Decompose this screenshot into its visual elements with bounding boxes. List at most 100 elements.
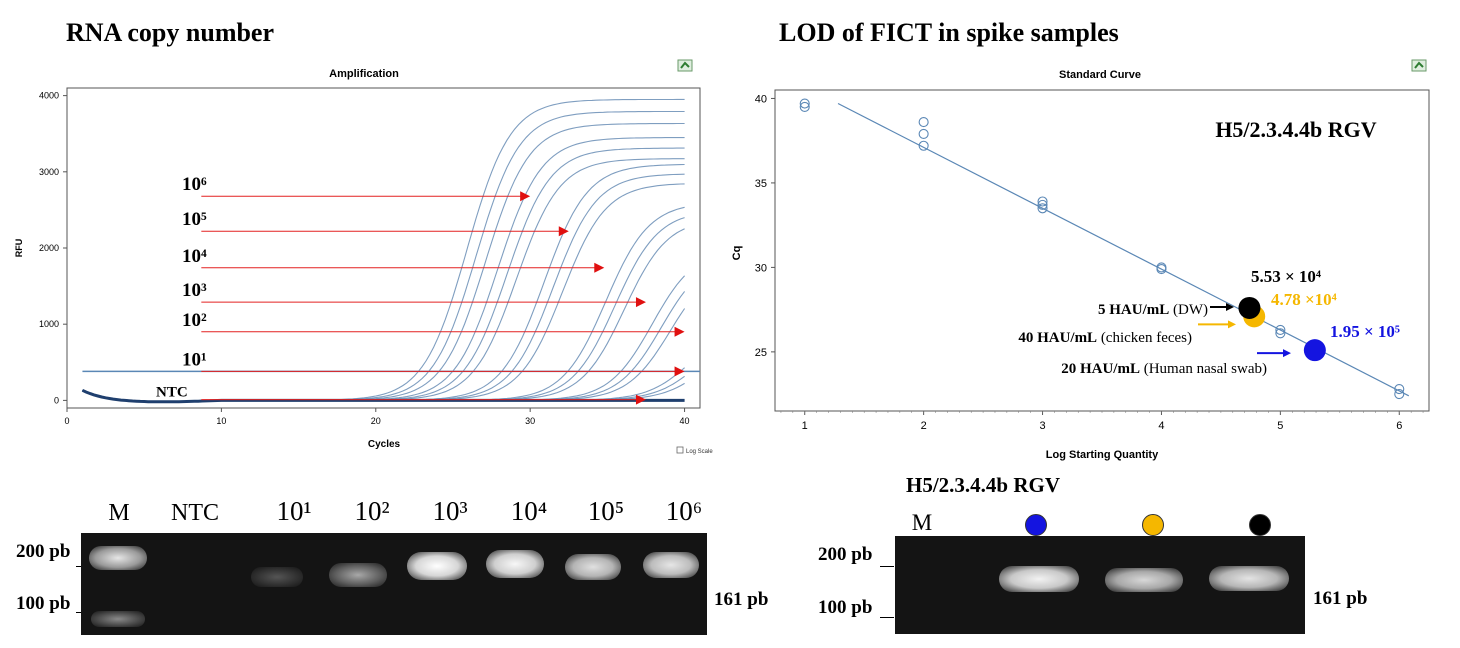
y-tick-label: 25 [755, 347, 767, 359]
red-arrow-head [520, 191, 531, 202]
amplification-x-label: Cycles [368, 439, 401, 450]
data-point [1275, 324, 1286, 335]
y-tick-label: 40 [755, 93, 767, 105]
data-point [1156, 264, 1167, 275]
gel-left-marker-200: 200 pb [16, 541, 71, 562]
sample-dot-orange [1142, 514, 1164, 536]
gel-left-marker-100: 100 pb [16, 593, 71, 614]
gel-band [89, 546, 147, 570]
amplification-plot-area [66, 87, 701, 409]
gel-band [999, 566, 1079, 592]
data-point [799, 98, 810, 109]
data-point [1037, 196, 1048, 207]
y-tick-label: 0 [54, 395, 59, 405]
gel-band [565, 554, 621, 580]
standard-curve-chart: Standard Curve 1 2 3 4 5 6 25 30 35 40 5 HAU/mL (… [731, 59, 1430, 461]
data-point [1275, 328, 1286, 339]
series-label: 10³ [182, 280, 207, 301]
data-point [918, 117, 929, 128]
gel-right-marker-100: 100 pb [818, 597, 873, 618]
red-arrow-head [674, 326, 685, 337]
amplification-chart: Amplification 0 10 20 30 40 0 1000 2000 3000 4000… [14, 59, 713, 455]
gel-lane-label-10-3: 10³ [432, 496, 468, 526]
y-tick-label: 35 [755, 178, 767, 190]
x-tick-label: 30 [525, 416, 535, 426]
data-point [799, 101, 810, 112]
red-arrow-head [594, 262, 605, 273]
y-tick-label: 1000 [39, 319, 59, 329]
y-tick-label: 3000 [39, 167, 59, 177]
log-scale-checkbox[interactable]: Log Scale [676, 446, 713, 455]
sample-quantity-black: 5.53 × 10⁴ [1251, 267, 1321, 286]
x-tick-label: 3 [1039, 420, 1045, 432]
standard-curve-y-label: Cq [731, 246, 743, 261]
y-tick-label: 30 [755, 262, 767, 274]
standard-curve-x-label: Log Starting Quantity [1046, 449, 1159, 461]
gel-band [407, 552, 467, 580]
standard-curve-chart-title: Standard Curve [1059, 69, 1141, 81]
strain-label: H5/2.3.4.4b RGV [1215, 117, 1376, 142]
gel-left-product-size: 161 pb [714, 589, 769, 610]
gel-band [643, 552, 699, 578]
marker-tick [880, 566, 894, 567]
data-point [1394, 389, 1405, 400]
gel-lane-label-10-5: 10⁵ [587, 496, 625, 526]
x-tick-label: 10 [216, 416, 226, 426]
x-tick-label: 0 [64, 416, 69, 426]
sample-label-chicken-feces: 40 HAU/mL (chicken feces) [1018, 330, 1192, 346]
gel-band [91, 611, 145, 627]
gel-band [251, 567, 303, 587]
series-label: 10⁶ [182, 174, 207, 195]
series-label: 10⁵ [182, 209, 207, 230]
amplification-y-label: RFU [14, 239, 24, 258]
amplification-panel-title: RNA copy number [66, 18, 275, 47]
gel-lane-label-10-2: 10² [354, 496, 390, 526]
red-arrow-head [674, 366, 685, 377]
amplification-chart-title: Amplification [329, 68, 399, 80]
sample-quantity-blue: 1.95 × 10⁵ [1330, 322, 1400, 341]
gel-image-left [81, 533, 707, 635]
y-tick-label: 2000 [39, 243, 59, 253]
data-point [1037, 199, 1048, 210]
gel-right-marker-200: 200 pb [818, 544, 873, 565]
export-icon[interactable] [1411, 59, 1427, 72]
sample-dot-blue [1025, 514, 1047, 536]
gel-lane-label-10-6: 10⁶ [665, 496, 703, 526]
sample-marker-black [1238, 296, 1261, 319]
gel-band [1209, 566, 1289, 591]
gel-right-title: H5/2.3.4.4b RGV [906, 473, 1061, 497]
sample-arrow-black-head [1226, 302, 1234, 311]
gel-right-product-size: 161 pb [1313, 588, 1368, 609]
sample-arrow-orange-head [1228, 320, 1236, 329]
y-tick-label: 4000 [39, 91, 59, 101]
gel-lane-label-m: M [108, 500, 130, 526]
log-scale-label: Log Scale [686, 449, 713, 455]
x-tick-label: 2 [921, 420, 927, 432]
gel-image-right [895, 536, 1305, 634]
red-arrow-head [635, 297, 646, 308]
x-tick-label: 5 [1277, 420, 1283, 432]
series-label: 10² [182, 310, 207, 331]
data-point [918, 140, 929, 151]
gel-lane-label-10-4: 10⁴ [510, 496, 548, 526]
sample-dot-black [1249, 514, 1271, 536]
x-tick-label: 20 [371, 416, 381, 426]
export-icon[interactable] [677, 59, 693, 72]
data-point [1394, 383, 1405, 395]
series-label: 10⁴ [182, 246, 207, 267]
x-tick-label: 40 [680, 416, 690, 426]
sample-label-dw: 5 HAU/mL (DW) [1098, 302, 1208, 318]
marker-tick [880, 617, 894, 618]
gel-lane-label-10-1: 10¹ [276, 496, 312, 526]
gel-band [486, 550, 544, 578]
sample-marker-blue [1303, 339, 1326, 362]
standard-curve-panel-title: LOD of FICT in spike samples [779, 18, 1119, 47]
sample-arrow-blue-head [1283, 349, 1291, 358]
x-tick-label: 1 [802, 420, 808, 432]
series-label: 10¹ [182, 349, 207, 370]
gel-right-lane-label-m: M [911, 510, 933, 535]
red-arrow-head [558, 226, 569, 237]
x-tick-label: 6 [1396, 420, 1402, 432]
data-point [1037, 203, 1048, 214]
x-tick-label: 4 [1158, 420, 1164, 432]
